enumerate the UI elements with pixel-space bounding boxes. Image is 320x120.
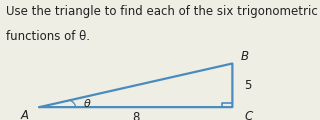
Text: functions of θ.: functions of θ.	[6, 30, 90, 43]
Text: 5: 5	[244, 79, 252, 92]
Text: A: A	[21, 109, 29, 120]
Text: 8: 8	[132, 111, 140, 120]
Text: Use the triangle to find each of the six trigonometric: Use the triangle to find each of the six…	[6, 5, 318, 18]
Text: B: B	[241, 50, 249, 63]
Text: θ: θ	[84, 99, 91, 109]
Text: C: C	[244, 110, 253, 120]
